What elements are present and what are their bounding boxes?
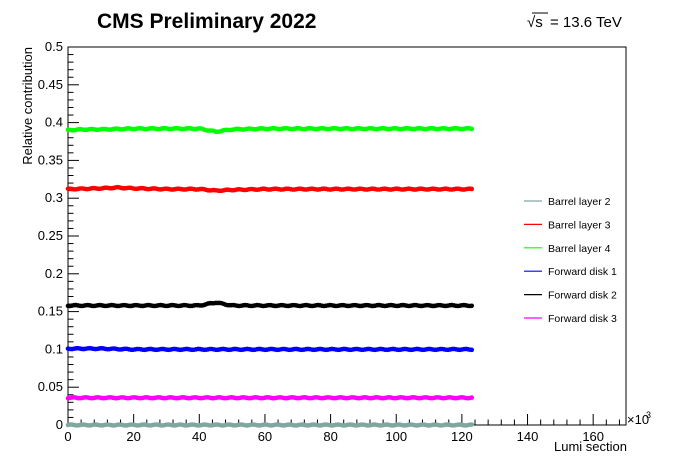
legend: Barrel layer 2 Barrel layer 3 Barrel layer… bbox=[524, 196, 617, 325]
legend-label: Barrel layer 3 bbox=[548, 219, 611, 231]
x-axis-multiplier: ×10 3 bbox=[627, 410, 651, 427]
y-tick-label: 0.35 bbox=[38, 152, 63, 167]
data-series bbox=[65, 125, 475, 428]
legend-entry: Barrel layer 3 bbox=[524, 219, 611, 231]
y-tick-label: 0 bbox=[56, 417, 63, 432]
x-tick-label: 60 bbox=[258, 429, 272, 444]
legend-entry: Forward disk 2 bbox=[524, 290, 617, 302]
series-forward-disk-3 bbox=[65, 395, 475, 401]
y-axis-label: Relative contribution bbox=[20, 47, 35, 165]
x-tick-label: 160 bbox=[582, 429, 604, 444]
energy-value: = 13.6 TeV bbox=[550, 14, 622, 31]
x-tick-label: 20 bbox=[126, 429, 140, 444]
series-forward-disk-1 bbox=[65, 345, 475, 353]
legend-label: Forward disk 1 bbox=[548, 266, 617, 278]
series-forward-disk-2 bbox=[65, 300, 475, 309]
y-tick-label: 0.4 bbox=[45, 115, 63, 130]
data-point bbox=[469, 347, 475, 353]
y-tick-label: 0.05 bbox=[38, 379, 63, 394]
y-tick-label: 0.45 bbox=[38, 77, 63, 92]
x-tick-label: 40 bbox=[192, 429, 206, 444]
chart-title: CMS Preliminary 2022 bbox=[97, 10, 316, 33]
data-point bbox=[469, 303, 475, 309]
x-tick-label: 0 bbox=[64, 429, 71, 444]
y-tick-label: 0.2 bbox=[45, 266, 63, 281]
legend-label: Barrel layer 4 bbox=[548, 243, 611, 255]
legend-label: Barrel layer 2 bbox=[548, 196, 611, 208]
y-tick-label: 0.15 bbox=[38, 304, 63, 319]
legend-entry: Barrel layer 4 bbox=[524, 243, 611, 255]
x-tick-label: 140 bbox=[517, 429, 539, 444]
x-tick-label: 100 bbox=[385, 429, 407, 444]
y-axis-ticks bbox=[68, 46, 79, 426]
y-tick-label: 0.3 bbox=[45, 190, 63, 205]
x-tick-label: 80 bbox=[323, 429, 337, 444]
series-barrel-layer-3 bbox=[65, 184, 475, 194]
data-point bbox=[469, 422, 475, 427]
sqrt-s-symbol: √s bbox=[527, 14, 543, 31]
y-tick-label: 0.25 bbox=[38, 228, 63, 243]
legend-label: Forward disk 2 bbox=[548, 290, 617, 302]
x-axis-label: Lumi section bbox=[554, 439, 627, 454]
legend-entry: Forward disk 3 bbox=[524, 313, 617, 325]
series-barrel-layer-2 bbox=[65, 422, 475, 428]
y-tick-label: 0.1 bbox=[45, 341, 63, 356]
y-tick-label: 0.5 bbox=[45, 39, 63, 54]
y-axis-tick-labels: 0 0.05 0.1 0.15 0.2 0.25 0.3 0.35 0.4 0.45 0.5 bbox=[38, 39, 63, 432]
energy-label: √s = 13.6 TeV bbox=[527, 12, 622, 31]
x-axis-tick-labels: 0 20 40 60 80 100 120 140 160 bbox=[64, 429, 604, 444]
data-point bbox=[469, 186, 475, 192]
legend-entry: Forward disk 1 bbox=[524, 266, 617, 278]
x-multiplier-exponent: 3 bbox=[646, 410, 651, 420]
data-point bbox=[469, 395, 475, 400]
legend-label: Forward disk 3 bbox=[548, 313, 617, 325]
series-barrel-layer-4 bbox=[65, 125, 475, 135]
legend-entry: Barrel layer 2 bbox=[524, 196, 611, 208]
data-point bbox=[469, 126, 475, 132]
x-multiplier-base: ×10 bbox=[627, 412, 649, 427]
x-tick-label: 120 bbox=[451, 429, 473, 444]
